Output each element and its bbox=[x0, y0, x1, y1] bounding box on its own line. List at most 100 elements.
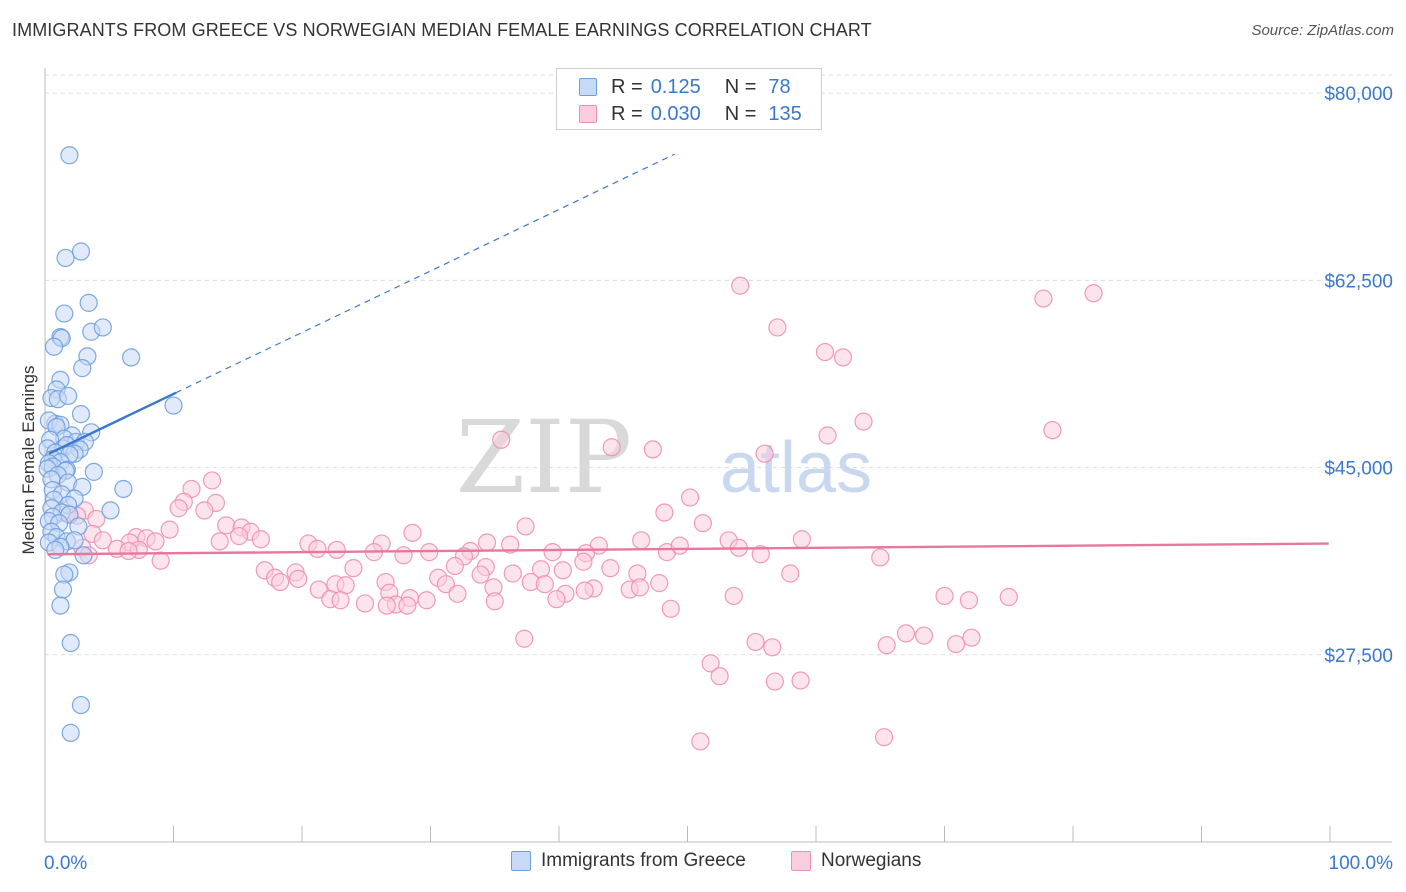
norwegian-point bbox=[210, 532, 229, 551]
greece-point bbox=[61, 633, 80, 653]
norwegian-point bbox=[492, 430, 511, 449]
norwegian-point bbox=[999, 587, 1018, 607]
y-axis-title: Median Female Earnings bbox=[19, 366, 38, 555]
y-tick-label: $80,000 bbox=[1324, 84, 1393, 105]
norwegian-point bbox=[746, 632, 765, 652]
norwegian-point bbox=[630, 578, 650, 597]
legend-n-label: N = bbox=[724, 75, 757, 98]
norwegian-point bbox=[398, 596, 417, 615]
norwegian-point bbox=[119, 541, 138, 561]
trend-lines bbox=[47, 153, 1329, 556]
norwegian-point bbox=[768, 318, 787, 337]
norwegian-point bbox=[670, 536, 689, 555]
norwegian-point bbox=[202, 471, 222, 490]
chart-title: IMMIGRANTS FROM GREECE VS NORWEGIAN MEDI… bbox=[12, 20, 872, 40]
legend-label-greece: Immigrants from Greece bbox=[541, 850, 746, 871]
norwegian-point bbox=[854, 412, 873, 431]
greece-point bbox=[101, 501, 120, 520]
norwegian-point bbox=[871, 548, 890, 567]
source-label: Source: ZipAtlas.com bbox=[1251, 22, 1394, 39]
norwegian-point bbox=[308, 539, 327, 558]
norwegians-points bbox=[57, 276, 1103, 751]
greece-points bbox=[38, 146, 183, 742]
greece-point bbox=[59, 386, 78, 406]
legend-r-label: R = bbox=[611, 75, 643, 98]
norwegian-point bbox=[765, 672, 784, 691]
watermark-atlas: atlas bbox=[720, 428, 872, 508]
legend-item-greece[interactable]: Immigrants from Greece bbox=[511, 850, 746, 872]
greece-point bbox=[73, 359, 92, 378]
norwegian-point bbox=[535, 575, 554, 594]
norwegian-point bbox=[935, 586, 954, 606]
greece-point bbox=[84, 462, 103, 481]
norwegian-point bbox=[543, 543, 562, 562]
norwegian-point bbox=[355, 594, 375, 613]
norwegian-point bbox=[781, 564, 800, 583]
norwegian-point bbox=[160, 520, 179, 539]
y-tick-label: $27,500 bbox=[1324, 646, 1393, 667]
axes bbox=[44, 68, 1392, 843]
y-tick-label: $62,500 bbox=[1324, 271, 1393, 292]
greece-point bbox=[71, 405, 91, 424]
greece-point bbox=[61, 723, 80, 742]
legend-item-norwegians[interactable]: Norwegians bbox=[791, 850, 921, 872]
norwegian-point bbox=[731, 276, 750, 295]
series-legend: Immigrants from Greece Norwegians bbox=[0, 850, 1406, 878]
norwegian-point bbox=[763, 638, 782, 657]
norwegian-point bbox=[1034, 289, 1053, 308]
norwegian-point bbox=[516, 517, 535, 536]
norwegian-point bbox=[344, 559, 363, 578]
norwegian-point bbox=[815, 342, 835, 362]
legend-row-norwegians: R = 0.030 N = 135 bbox=[557, 100, 802, 128]
norwegian-point bbox=[701, 654, 720, 673]
legend-n-value-norwegians: 135 bbox=[768, 102, 802, 125]
norwegian-point bbox=[833, 348, 853, 367]
greece-point bbox=[71, 695, 91, 715]
norwegian-point bbox=[271, 572, 290, 592]
norwegian-point bbox=[501, 535, 520, 554]
norwegian-point bbox=[553, 561, 572, 580]
legend-label-norwegians: Norwegians bbox=[821, 850, 922, 871]
legend-n-label: N = bbox=[724, 102, 757, 125]
norwegian-point bbox=[448, 584, 467, 603]
norwegian-point bbox=[93, 531, 112, 550]
watermark: ZIP atlas bbox=[456, 399, 872, 516]
x-tick-label-min: 0.0% bbox=[44, 853, 87, 874]
greece-point bbox=[55, 565, 74, 584]
greece-point bbox=[46, 540, 65, 560]
norwegian-point bbox=[691, 732, 710, 751]
norwegian-point bbox=[515, 629, 534, 648]
norwegian-point bbox=[574, 552, 593, 571]
norwegian-point bbox=[229, 526, 249, 546]
norwegian-point bbox=[914, 626, 934, 645]
greece-point bbox=[60, 146, 79, 165]
legend-r-label: R = bbox=[611, 102, 643, 125]
norwegian-point bbox=[710, 667, 729, 686]
norwegian-point bbox=[151, 551, 170, 570]
norwegian-point bbox=[1084, 284, 1103, 303]
x-tick-label-max: 100.0% bbox=[1329, 853, 1394, 874]
norwegian-point bbox=[751, 545, 770, 564]
legend-r-value-greece: 0.125 bbox=[650, 75, 701, 98]
norwegian-point bbox=[195, 501, 214, 520]
norwegian-point bbox=[394, 546, 413, 565]
legend-r-value-norwegians: 0.030 bbox=[650, 102, 701, 125]
norwegian-point bbox=[251, 530, 270, 549]
norwegian-point bbox=[877, 636, 896, 655]
legend-swatch-greece bbox=[511, 851, 531, 871]
correlation-legend: R = 0.125 N = 78 R = 0.030 N = 135 bbox=[556, 68, 822, 130]
greece-point bbox=[53, 580, 73, 599]
norwegian-point bbox=[693, 514, 713, 533]
norwegian-point bbox=[477, 533, 497, 552]
norwegian-point bbox=[417, 591, 436, 610]
gridlines bbox=[45, 74, 1392, 656]
greece-point bbox=[71, 242, 91, 261]
greece-point bbox=[51, 596, 70, 615]
legend-swatch-greece bbox=[579, 78, 597, 96]
norwegian-point bbox=[792, 530, 811, 549]
axis-labels: $80,000 $62,500 $45,000 $27,500 0.0% 100.0% Me… bbox=[19, 84, 1393, 874]
norwegian-point bbox=[146, 532, 165, 551]
norwegian-point bbox=[471, 565, 490, 584]
norwegian-point bbox=[169, 499, 188, 518]
